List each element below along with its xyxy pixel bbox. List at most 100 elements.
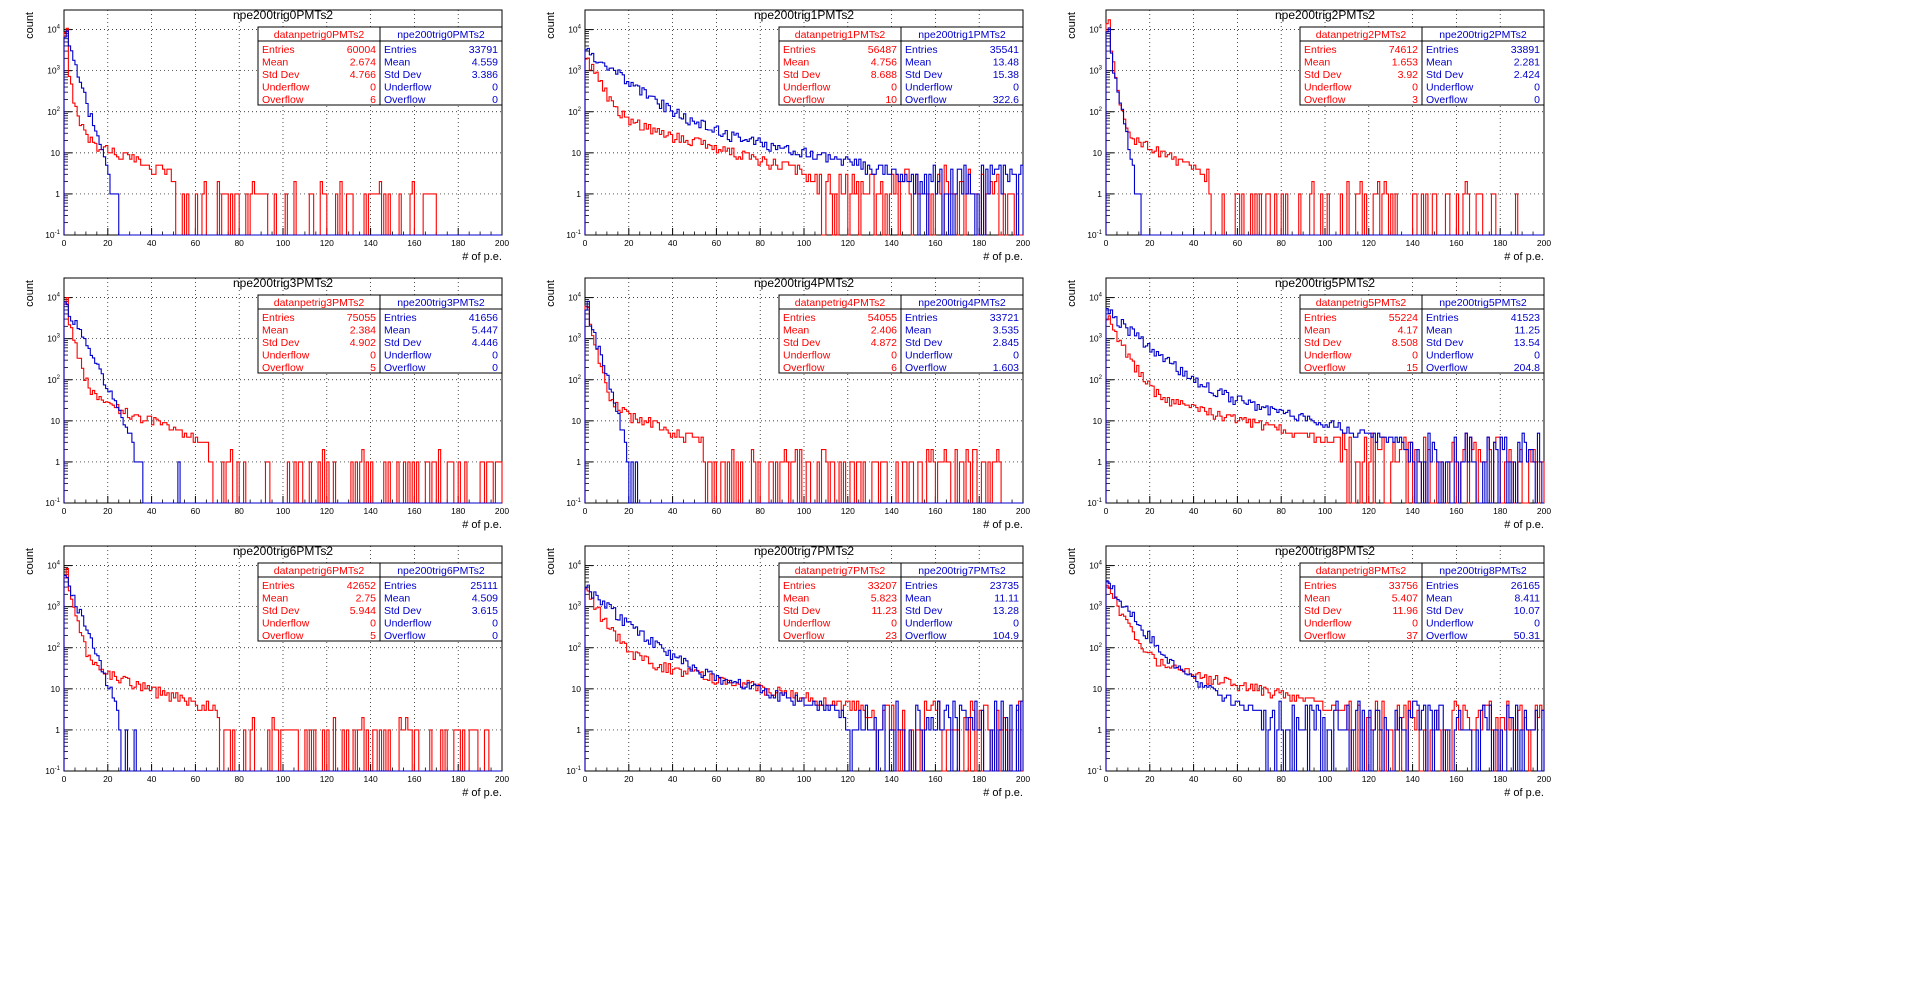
stats-value: 2.674 bbox=[350, 57, 376, 69]
stats-label: Overflow bbox=[1304, 94, 1346, 106]
stats-label: Overflow bbox=[783, 630, 825, 642]
chart-panel: 0 20 40 60 80 100 120 140 160 180 20010-1110102103… bbox=[545, 276, 1030, 531]
stats-label: Overflow bbox=[262, 630, 304, 642]
stats-label: Overflow bbox=[384, 94, 426, 106]
stats-label: Mean bbox=[905, 57, 931, 69]
stats-label: Entries bbox=[384, 312, 417, 324]
stats-value: 8.508 bbox=[1392, 337, 1418, 349]
x-tick-label: 100 bbox=[276, 238, 290, 248]
stats-value: 0 bbox=[492, 82, 498, 94]
y-tick-label: 102 bbox=[47, 107, 60, 117]
histogram-series-data bbox=[584, 57, 1023, 236]
stats-value: 5 bbox=[370, 630, 376, 642]
x-tick-label: 160 bbox=[928, 506, 942, 516]
x-tick-label: 200 bbox=[1016, 238, 1030, 248]
y-tick-label: 102 bbox=[568, 643, 581, 653]
stats-value: 4.902 bbox=[350, 337, 376, 349]
x-tick-label: 0 bbox=[1104, 774, 1109, 784]
stats-box-title: datanpetrig3PMTs2 bbox=[274, 297, 365, 309]
y-tick-label: 1 bbox=[55, 457, 60, 467]
stats-box-title: datanpetrig5PMTs2 bbox=[1316, 297, 1407, 309]
stats-value: 0 bbox=[1013, 618, 1019, 630]
stats-label: Std Dev bbox=[384, 337, 422, 349]
x-tick-label: 160 bbox=[1449, 774, 1463, 784]
stats-value: 204.8 bbox=[1514, 362, 1540, 374]
stats-label: Underflow bbox=[384, 618, 432, 630]
stats-value: 1.603 bbox=[993, 362, 1019, 374]
stats-value: 41523 bbox=[1511, 312, 1540, 324]
stats-box-title: datanpetrig6PMTs2 bbox=[274, 565, 365, 577]
stats-box-title: npe200trig7PMTs2 bbox=[918, 565, 1006, 577]
stats-box: npe200trig1PMTs2 Entries 35541 Mean 13.48 Std… bbox=[900, 26, 1024, 106]
x-tick-label: 40 bbox=[147, 774, 157, 784]
x-tick-label: 20 bbox=[103, 238, 113, 248]
chart-panel: 0 20 40 60 80 100 120 140 160 180 20010-1110102103… bbox=[24, 8, 509, 263]
y-tick-label: 102 bbox=[47, 643, 60, 653]
chart-title: npe200trig4PMTs2 bbox=[754, 276, 854, 290]
stats-value: 5.944 bbox=[350, 605, 376, 617]
x-axis-label: # of p.e. bbox=[983, 251, 1023, 263]
stats-value: 5 bbox=[370, 362, 376, 374]
stats-box-title: npe200trig5PMTs2 bbox=[1439, 297, 1527, 309]
stats-box-frame bbox=[1421, 562, 1545, 642]
y-tick-label: 1 bbox=[576, 189, 581, 199]
stats-label: Entries bbox=[1426, 580, 1459, 592]
stats-box: datanpetrig3PMTs2 Entries 75055 Mean 2.384 St… bbox=[257, 294, 381, 374]
stats-box: npe200trig8PMTs2 Entries 26165 Mean 8.411 Std… bbox=[1421, 562, 1545, 642]
y-tick-label: 10-1 bbox=[45, 230, 60, 240]
x-axis-label: # of p.e. bbox=[983, 519, 1023, 531]
stats-label: Std Dev bbox=[262, 605, 300, 617]
histogram-series-mc bbox=[584, 300, 1023, 504]
stats-label: Overflow bbox=[905, 94, 947, 106]
y-axis-label: count bbox=[24, 548, 36, 575]
stats-value: 0 bbox=[1013, 82, 1019, 94]
x-tick-label: 80 bbox=[755, 238, 765, 248]
x-tick-label: 0 bbox=[62, 238, 67, 248]
stats-label: Std Dev bbox=[1304, 605, 1342, 617]
stats-box: datanpetrig2PMTs2 Entries 74612 Mean 1.653 St… bbox=[1299, 26, 1423, 106]
stats-box-frame bbox=[900, 562, 1024, 642]
stats-label: Entries bbox=[1304, 44, 1337, 56]
y-tick-label: 1 bbox=[576, 725, 581, 735]
x-tick-label: 180 bbox=[451, 238, 465, 248]
stats-label: Std Dev bbox=[783, 69, 821, 81]
x-tick-label: 20 bbox=[103, 506, 113, 516]
stats-value: 5.447 bbox=[472, 325, 498, 337]
chart-panel: 0 20 40 60 80 100 120 140 160 180 20010-1110102103… bbox=[24, 276, 509, 531]
x-tick-label: 120 bbox=[320, 506, 334, 516]
y-tick-label: 10 bbox=[572, 148, 582, 158]
stats-label: Underflow bbox=[905, 82, 953, 94]
stats-value: 0 bbox=[1412, 618, 1418, 630]
y-tick-label: 10 bbox=[572, 416, 582, 426]
y-tick-label: 102 bbox=[1089, 643, 1102, 653]
x-tick-label: 60 bbox=[1233, 506, 1243, 516]
y-tick-label: 104 bbox=[47, 561, 60, 571]
stats-box-title: datanpetrig1PMTs2 bbox=[795, 29, 886, 41]
stats-value: 2.845 bbox=[993, 337, 1019, 349]
stats-box-frame bbox=[257, 294, 381, 374]
x-tick-label: 180 bbox=[1493, 506, 1507, 516]
chart-panel: 0 20 40 60 80 100 120 140 160 180 20010-1110102103… bbox=[545, 8, 1030, 263]
stats-label: Entries bbox=[905, 44, 938, 56]
stats-label: Mean bbox=[1426, 593, 1452, 605]
y-axis-label: count bbox=[24, 12, 36, 39]
stats-label: Std Dev bbox=[262, 69, 300, 81]
stats-label: Std Dev bbox=[1304, 337, 1342, 349]
x-tick-label: 60 bbox=[712, 506, 722, 516]
stats-label: Mean bbox=[262, 593, 288, 605]
stats-value: 11.11 bbox=[994, 593, 1019, 605]
stats-label: Mean bbox=[1304, 593, 1330, 605]
x-tick-label: 80 bbox=[234, 506, 244, 516]
x-tick-label: 80 bbox=[234, 774, 244, 784]
x-tick-label: 160 bbox=[928, 774, 942, 784]
stats-label: Underflow bbox=[905, 618, 953, 630]
x-tick-label: 60 bbox=[191, 238, 201, 248]
stats-box: datanpetrig8PMTs2 Entries 33756 Mean 5.407 St… bbox=[1299, 562, 1423, 642]
y-tick-label: 10 bbox=[1093, 416, 1103, 426]
y-tick-label: 1 bbox=[1097, 725, 1102, 735]
stats-label: Entries bbox=[905, 580, 938, 592]
y-tick-label: 103 bbox=[47, 602, 60, 612]
x-tick-label: 160 bbox=[928, 238, 942, 248]
y-tick-label: 10-1 bbox=[566, 230, 581, 240]
